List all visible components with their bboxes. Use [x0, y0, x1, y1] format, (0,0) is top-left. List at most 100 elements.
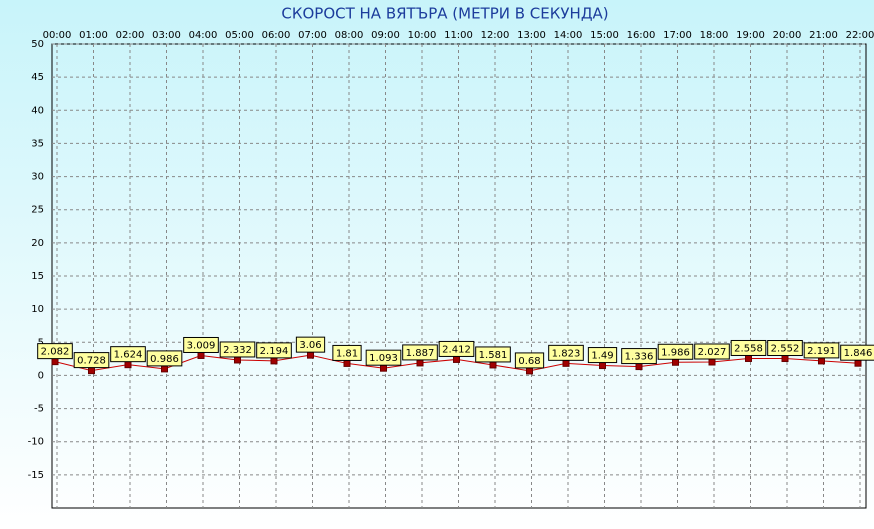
- x-tick-label: 14:00: [554, 30, 583, 41]
- value-label-box: [110, 346, 146, 363]
- y-tick-label: -5: [34, 404, 44, 415]
- x-tick-label: 00:00: [43, 30, 72, 41]
- value-label-box: [183, 336, 219, 353]
- x-tick-label: 13:00: [517, 30, 546, 41]
- marker: [562, 359, 570, 367]
- marker: [124, 361, 132, 369]
- value-label-box: [402, 344, 438, 361]
- marker: [672, 358, 679, 366]
- value-label: 3.06: [299, 340, 321, 351]
- value-label-box: [295, 336, 326, 353]
- marker: [489, 361, 497, 369]
- marker: [416, 359, 424, 367]
- value-label: 2.191: [807, 346, 836, 357]
- y-tick-label: 45: [31, 72, 44, 83]
- value-label-box: [438, 340, 475, 357]
- y-tick-label: 30: [31, 172, 44, 183]
- value-label: 0.68: [518, 356, 540, 367]
- marker: [270, 357, 278, 365]
- value-label: 3.009: [187, 340, 216, 351]
- x-tick-label: 01:00: [79, 30, 108, 41]
- value-label: 1.581: [479, 350, 508, 361]
- value-label: 1.986: [661, 347, 690, 358]
- y-tick-label: 50: [31, 39, 44, 50]
- x-tick-label: 09:00: [371, 30, 400, 41]
- marker: [380, 364, 387, 372]
- x-tick-label: 06:00: [262, 30, 291, 41]
- chart-title: СКОРОСТ НА ВЯТЪРА (МЕТРИ В СЕКУНДА): [281, 5, 608, 23]
- x-tick-label: 03:00: [152, 30, 181, 41]
- y-tick-label: 35: [31, 138, 44, 149]
- marker: [161, 365, 168, 373]
- value-label-box: [694, 343, 730, 360]
- value-label-box: [621, 348, 657, 365]
- value-label-box: [657, 343, 694, 360]
- marker: [781, 355, 789, 363]
- marker: [708, 358, 716, 366]
- marker: [745, 354, 752, 362]
- value-label-box: [37, 343, 73, 360]
- x-tick-label: 18:00: [700, 30, 729, 41]
- y-tick-label: 25: [31, 205, 44, 216]
- value-label: 1.81: [336, 348, 358, 359]
- value-label: 1.093: [369, 353, 398, 364]
- value-label: 0.728: [77, 356, 106, 367]
- marker: [526, 367, 533, 375]
- y-tick-label: 40: [31, 105, 44, 116]
- value-label-box: [256, 342, 292, 359]
- y-tick-label: 0: [38, 370, 44, 381]
- x-tick-label: 19:00: [736, 30, 765, 41]
- value-label-box: [475, 346, 511, 363]
- marker: [818, 357, 825, 365]
- value-label: 1.49: [591, 351, 613, 362]
- value-label: 1.624: [114, 350, 143, 361]
- x-tick-label: 22:00: [846, 30, 874, 41]
- marker: [599, 362, 606, 370]
- marker: [453, 355, 460, 363]
- x-tick-label: 12:00: [481, 30, 510, 41]
- value-label: 0.986: [150, 354, 179, 365]
- marker: [307, 351, 314, 359]
- x-tick-label: 05:00: [225, 30, 254, 41]
- y-tick-label: 5: [38, 337, 44, 348]
- marker: [854, 359, 862, 367]
- x-tick-label: 15:00: [590, 30, 619, 41]
- value-label: 2.027: [698, 347, 727, 358]
- value-label-box: [730, 339, 767, 356]
- value-label: 2.332: [223, 345, 252, 356]
- marker: [343, 359, 351, 367]
- x-tick-label: 07:00: [298, 30, 327, 41]
- value-label: 1.823: [552, 348, 581, 359]
- value-label-box: [840, 344, 874, 361]
- value-label: 2.194: [260, 346, 289, 357]
- value-label: 2.082: [41, 347, 70, 358]
- x-tick-label: 08:00: [335, 30, 364, 41]
- value-label-box: [219, 341, 256, 358]
- y-tick-label: 20: [31, 238, 44, 249]
- value-label: 2.558: [734, 343, 763, 354]
- y-tick-label: 10: [31, 304, 44, 315]
- marker: [234, 356, 241, 364]
- y-tick-label: 15: [31, 271, 44, 282]
- value-label-box: [587, 347, 618, 364]
- value-label-box: [146, 350, 183, 367]
- value-label: 2.412: [442, 344, 471, 355]
- value-label-box: [514, 352, 545, 369]
- x-tick-label: 20:00: [773, 30, 802, 41]
- x-tick-label: 02:00: [116, 30, 145, 41]
- value-label: 1.846: [844, 348, 873, 359]
- value-label-box: [767, 340, 803, 357]
- x-tick-label: 11:00: [444, 30, 473, 41]
- value-label-box: [73, 352, 110, 369]
- value-label: 1.336: [625, 352, 654, 363]
- x-tick-label: 21:00: [809, 30, 838, 41]
- y-tick-label: -10: [28, 437, 44, 448]
- x-tick-label: 17:00: [663, 30, 692, 41]
- value-label-box: [548, 344, 584, 361]
- value-label: 1.887: [406, 348, 435, 359]
- y-tick-label: -15: [28, 470, 44, 481]
- value-label-box: [365, 349, 402, 366]
- value-label-box: [332, 344, 362, 361]
